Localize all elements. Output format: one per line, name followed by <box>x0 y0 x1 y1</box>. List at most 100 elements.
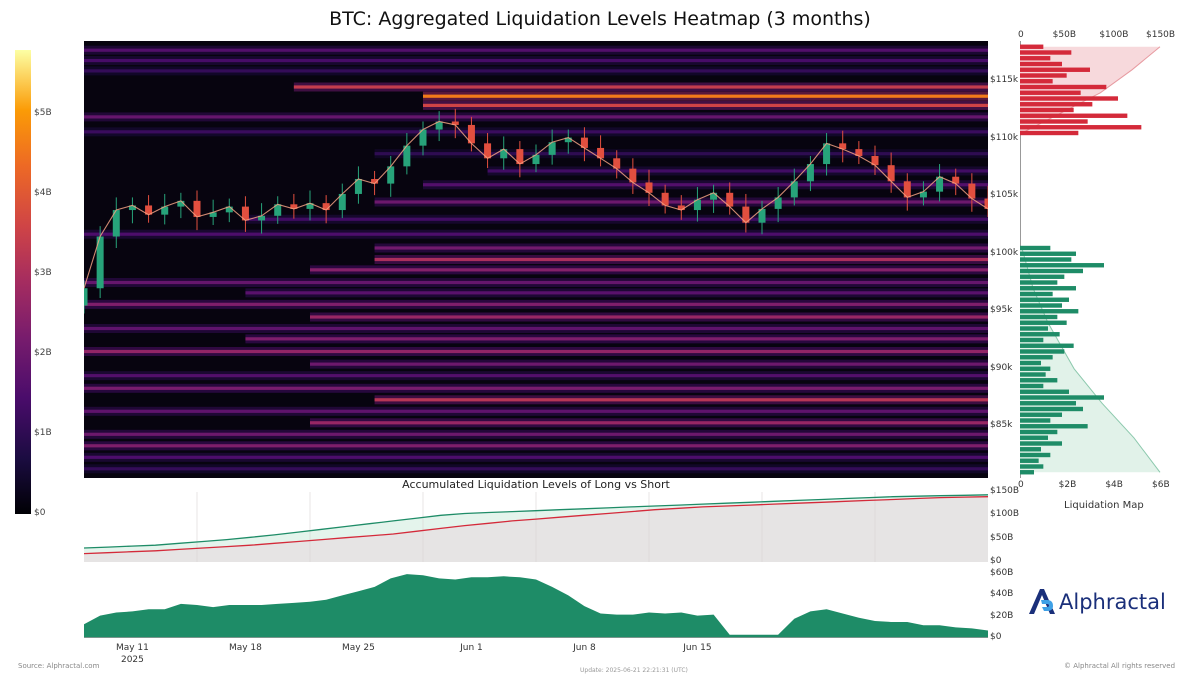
long-liquidation-bar <box>1020 372 1046 377</box>
accumulated-liquidation-chart <box>84 492 988 562</box>
short-liquidation-bar <box>1020 44 1044 49</box>
long-liquidation-bar <box>1020 268 1083 274</box>
long-liquidation-bar <box>1020 435 1048 440</box>
heatmap-y-tick: $115k <box>990 75 1019 86</box>
copyright-note: © Alphractal All rights reserved <box>1064 662 1176 670</box>
long-liquidation-bar <box>1020 378 1058 383</box>
long-accumulated-line <box>84 494 988 549</box>
liquidation-band <box>487 169 988 173</box>
price-candle <box>661 192 669 206</box>
brand-name: Alphractal <box>1059 590 1166 614</box>
long-liquidation-bar <box>1020 458 1039 463</box>
long-liquidation-bar <box>1020 309 1079 314</box>
accumulated-y-tick: $150B <box>990 486 1020 496</box>
colorbar-tick: $2B <box>34 348 52 358</box>
liquidation-band <box>84 302 988 306</box>
long-liquidation-bar <box>1020 464 1044 469</box>
price-candle <box>726 192 734 207</box>
price-candle <box>419 129 427 146</box>
price-candle <box>516 149 524 165</box>
price-candle <box>645 182 653 193</box>
long-liquidation-bar <box>1020 395 1104 400</box>
price-line <box>84 120 988 289</box>
accumulated-y-tick: $50B <box>990 532 1014 543</box>
long-liquidation-bar <box>1020 349 1065 354</box>
price-candle <box>338 193 346 211</box>
price-candle <box>161 206 169 215</box>
liquidation-band <box>84 48 988 52</box>
alphractal-logo-icon <box>1029 589 1055 614</box>
short-liquidation-bar <box>1020 50 1072 55</box>
price-candle <box>484 143 492 159</box>
accumulated-y-tick: $0 <box>990 556 1002 566</box>
long-liquidation-bar <box>1020 406 1083 412</box>
short-liquidation-bar <box>1020 79 1053 84</box>
long-liquidation-bar <box>1020 280 1058 285</box>
price-candle <box>823 143 831 165</box>
long-liquidation-bar <box>1020 470 1034 475</box>
liquidation-band <box>84 58 988 63</box>
price-candle <box>112 210 120 237</box>
long-liquidation-bar <box>1020 447 1041 452</box>
long-liquidation-bar <box>1020 326 1048 331</box>
price-candle <box>968 183 976 199</box>
price-candle <box>84 288 88 306</box>
long-liquidation-bar <box>1020 366 1051 371</box>
price-candle <box>548 142 556 155</box>
long-liquidation-bar <box>1020 274 1065 279</box>
price-candle <box>564 137 572 143</box>
long-liquidation-bar <box>1020 297 1069 302</box>
liquidation-band <box>84 386 988 390</box>
price-candle <box>693 199 701 211</box>
liquidation-band <box>84 432 988 436</box>
heatmap-y-tick: $85k <box>990 420 1013 431</box>
long-liquidation-bar <box>1020 441 1062 446</box>
short-liquidation-bar <box>1020 61 1062 67</box>
liquidation-band <box>84 409 988 413</box>
liquidation-map-bottom-tick: 0 <box>1018 480 1024 490</box>
liquidation-band <box>374 152 988 156</box>
price-candle <box>871 156 879 166</box>
delta-y-tick: $40B <box>990 589 1014 600</box>
liquidation-band <box>423 183 988 187</box>
date-tick: Jun 1 <box>460 643 483 653</box>
source-note: Source: Alphractal.com <box>18 662 100 670</box>
long-liquidation-bar <box>1020 257 1072 262</box>
long-liquidation-bar <box>1020 332 1060 337</box>
long-liquidation-bar <box>1020 412 1062 417</box>
price-candle <box>806 164 814 182</box>
liquidation-band <box>423 103 988 107</box>
long-liquidation-bar <box>1020 320 1067 325</box>
long-liquidation-bar <box>1020 383 1044 389</box>
price-candle <box>532 154 540 165</box>
liquidation-band <box>293 85 988 89</box>
delta-y-tick: $0 <box>990 632 1002 642</box>
heatmap-y-tick: $105k <box>990 190 1019 201</box>
short-liquidation-bar <box>1020 84 1107 90</box>
colorbar-tick: $1B <box>34 428 52 438</box>
price-candle <box>274 204 282 216</box>
short-liquidation-bar <box>1020 67 1090 72</box>
price-candle <box>919 191 927 198</box>
long-liquidation-bar <box>1020 286 1076 291</box>
liquidation-heatmap <box>84 41 988 478</box>
liquidation-band <box>310 268 988 272</box>
long-liquidation-bar <box>1020 401 1076 406</box>
date-tick: May 11 <box>115 643 149 653</box>
long-liquidation-bar <box>1020 424 1088 429</box>
price-candle <box>354 179 362 194</box>
accumulated-y-tick: $100B <box>990 509 1020 520</box>
long-liquidation-bar <box>1020 452 1051 458</box>
short-liquidation-bar <box>1020 113 1128 118</box>
date-tick: May 25 <box>341 643 375 653</box>
price-candle <box>128 205 136 211</box>
price-candle <box>403 145 411 167</box>
liquidation-band <box>423 94 988 98</box>
short-liquidation-bar <box>1020 125 1142 130</box>
price-candle <box>758 208 766 223</box>
long-liquidation-bar <box>1020 360 1041 366</box>
price-candle <box>241 206 249 221</box>
liquidation-band <box>84 232 988 236</box>
short-liquidation-bar <box>1020 73 1067 78</box>
liquidation-map-bottom-tick: $6B <box>1152 480 1170 490</box>
